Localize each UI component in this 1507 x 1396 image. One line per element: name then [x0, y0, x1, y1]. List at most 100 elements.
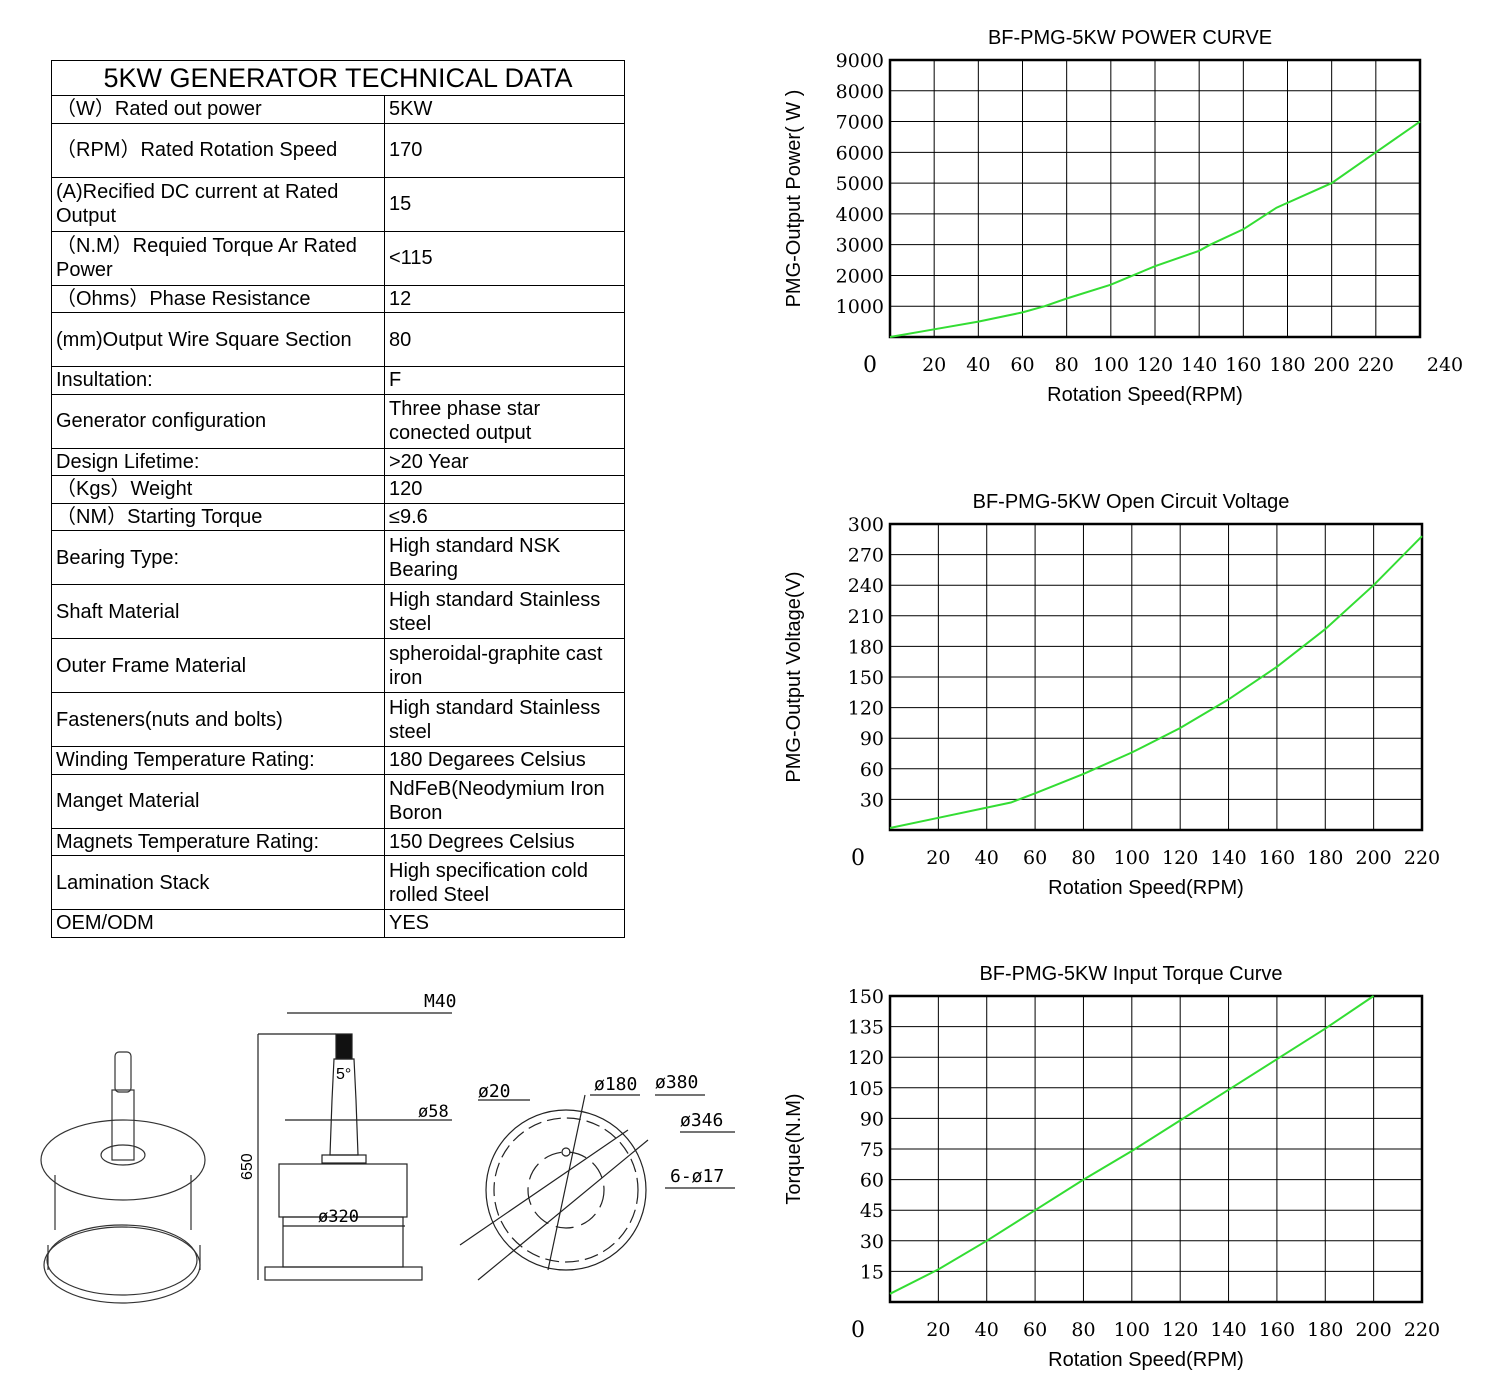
row-value: High standard Stainless steel: [384, 692, 625, 747]
row-value: High standard NSK Bearing: [384, 530, 625, 585]
y-tick-label: 105: [848, 1078, 884, 1100]
y-tick-label: 30: [860, 1231, 884, 1253]
y-tick-label: 210: [848, 606, 884, 628]
table-row: （NM）Starting Torque ≤9.6: [51, 502, 625, 531]
x-tick-label: 200: [1356, 1319, 1392, 1341]
row-label: （RPM）Rated Rotation Speed: [51, 122, 385, 178]
row-label: (mm)Output Wire Square Section: [51, 312, 385, 367]
x-tick-label: 100: [1114, 847, 1150, 869]
x-tick-label: 0: [863, 353, 877, 378]
y-tick-label: 60: [860, 759, 884, 781]
x-tick-label: 220: [1404, 847, 1440, 869]
table-row: Bearing Type: High standard NSK Bearing: [51, 530, 625, 585]
row-value: <115: [384, 230, 625, 286]
row-value: 15: [384, 176, 625, 232]
x-tick-label: 100: [1114, 1319, 1150, 1341]
label-inner-diameter: ø180: [594, 1074, 637, 1095]
y-tick-label: 150: [848, 667, 884, 689]
x-tick-label: 20: [922, 354, 946, 376]
row-label: Design Lifetime:: [51, 447, 385, 476]
x-tick-label: 140: [1210, 847, 1246, 869]
row-value: High specification cold rolled Steel: [384, 855, 625, 910]
row-value: 150 Degrees Celsius: [384, 827, 625, 856]
label-height: 650: [239, 1153, 256, 1180]
row-label: Manget Material: [51, 773, 385, 829]
x-tick-label: 120: [1137, 354, 1173, 376]
table-row: Outer Frame Material spheroidal-graphite …: [51, 638, 625, 693]
row-label: OEM/ODM: [51, 909, 385, 938]
y-tick-label: 45: [860, 1200, 884, 1222]
y-tick-label: 2000: [836, 265, 884, 287]
row-value: 5KW: [384, 95, 625, 124]
x-tick-label: 20: [926, 847, 950, 869]
table-row: （N.M）Requied Torque Ar Rated Power <115: [51, 230, 625, 286]
row-value: 80: [384, 312, 625, 367]
generator-drawings: M40 5° ø58 650 ø320 ø20 ø180 ø380 ø346 6…: [40, 991, 735, 1304]
row-label: Generator configuration: [51, 393, 385, 449]
x-tick-label: 180: [1307, 847, 1343, 869]
table-row: Magnets Temperature Rating: 150 Degrees C…: [51, 827, 625, 856]
x-tick-label: 180: [1269, 354, 1305, 376]
chart-title: BF-PMG-5KW POWER CURVE: [988, 27, 1272, 49]
label-mount-holes: 6-ø17: [670, 1166, 724, 1187]
table-row: （RPM）Rated Rotation Speed 170: [51, 122, 625, 178]
label-outer-diameter: ø380: [655, 1072, 698, 1093]
y-tick-label: 180: [848, 636, 884, 658]
x-axis-label: Rotation Speed(RPM): [1048, 1349, 1244, 1371]
table-row: Fasteners(nuts and bolts) High standard S…: [51, 692, 625, 747]
x-tick-label: 60: [1010, 354, 1034, 376]
y-tick-label: 300: [848, 514, 884, 536]
row-label: Lamination Stack: [51, 855, 385, 910]
x-tick-label: 120: [1162, 1319, 1198, 1341]
x-tick-label: 40: [966, 354, 990, 376]
row-label: Outer Frame Material: [51, 638, 385, 693]
table-row: (A)Recified DC current at Rated Output 15: [51, 176, 625, 232]
x-tick-label: 140: [1210, 1319, 1246, 1341]
row-label: Shaft Material: [51, 584, 385, 639]
y-tick-label: 1000: [836, 296, 884, 318]
y-axis-label: PMG-Output Power( W ): [783, 90, 805, 308]
table-row: （W）Rated out power 5KW: [51, 95, 625, 124]
data-series-line: [889, 535, 1423, 829]
y-tick-label: 60: [860, 1170, 884, 1192]
y-tick-label: 7000: [836, 112, 884, 134]
y-tick-label: 5000: [836, 173, 884, 195]
plot-frame: [888, 522, 1424, 832]
label-pitch-diameter: ø346: [680, 1110, 723, 1131]
data-series-line: [889, 120, 1421, 338]
label-taper-angle: 5°: [336, 1066, 351, 1083]
y-tick-label: 9000: [836, 50, 884, 72]
x-tick-label: 200: [1314, 354, 1350, 376]
row-label: Winding Temperature Rating:: [51, 746, 385, 775]
row-value: 120: [384, 475, 625, 504]
row-value: NdFeB(Neodymium Iron Boron: [384, 773, 625, 829]
row-value: YES: [384, 909, 625, 938]
technical-data-table: 5KW GENERATOR TECHNICAL DATA （W）Rated ou…: [51, 60, 625, 938]
row-label: （NM）Starting Torque: [51, 502, 385, 531]
x-tick-label: 160: [1259, 847, 1295, 869]
row-label: Magnets Temperature Rating:: [51, 827, 385, 856]
x-tick-label: 60: [1023, 1319, 1047, 1341]
y-tick-label: 75: [860, 1139, 884, 1161]
y-tick-label: 30: [860, 789, 884, 811]
y-tick-label: 270: [848, 545, 884, 567]
chart-title: BF-PMG-5KW Input Torque Curve: [979, 963, 1282, 985]
x-tick-label: 220: [1404, 1319, 1440, 1341]
y-tick-label: 120: [848, 1047, 884, 1069]
y-tick-label: 90: [860, 1108, 884, 1130]
x-tick-label: 180: [1307, 1319, 1343, 1341]
x-tick-label: 80: [1055, 354, 1079, 376]
x-tick-label: 40: [975, 847, 999, 869]
table-row: Shaft Material High standard Stainless st…: [51, 584, 625, 639]
table-row: Winding Temperature Rating: 180 Degarees …: [51, 746, 625, 775]
x-tick-label: 60: [1023, 847, 1047, 869]
row-label: （W）Rated out power: [51, 95, 385, 124]
row-value: F: [384, 366, 625, 395]
row-value: spheroidal-graphite cast iron: [384, 638, 625, 693]
plot-frame: [888, 58, 1422, 339]
table-row: OEM/ODM YES: [51, 909, 625, 938]
generator-flange-view: [459, 1094, 735, 1281]
x-tick-label: 80: [1071, 1319, 1095, 1341]
table-row: Design Lifetime: >20 Year: [51, 447, 625, 476]
y-axis-label: Torque(N.M): [783, 1093, 805, 1204]
